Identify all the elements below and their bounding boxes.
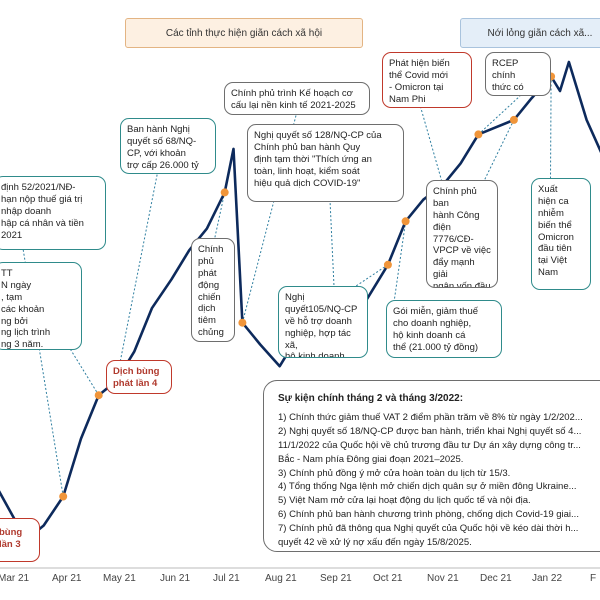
x-tick-label: Apr 21	[52, 573, 82, 584]
annotation-connector	[478, 95, 521, 135]
key-event-item: 3) Chính phủ đồng ý mở cửa hoàn toàn du …	[278, 467, 511, 479]
event-marker	[509, 115, 518, 124]
key-event-item: 11/1/2022 của Quốc hội về chủ trương đầu…	[278, 439, 581, 451]
wave-3-outbreak-label: bùng lần 3	[0, 518, 40, 562]
annotation-decree-52: định 52/2021/NĐ- hạn nộp thuế giá trị nh…	[0, 176, 106, 250]
annotation-tax-relief-package: Gói miễn, giảm thuế cho doanh nghiệp, hộ…	[386, 300, 502, 358]
event-marker	[474, 130, 483, 139]
wave-4-outbreak-label: Dịch bùng phát lần 4	[106, 360, 172, 394]
annotation-vaccination-campaign: Chính phủ phát động chiến dịch tiêm chủn…	[191, 238, 235, 342]
x-tick-label: Jul 21	[213, 573, 240, 584]
event-marker	[94, 391, 103, 400]
annotation-dispatch-7776: Chính phủ ban hành Công điện 7776/CĐ- VP…	[426, 180, 498, 288]
key-event-item: 1) Chính thức giảm thuế VAT 2 điểm phần …	[278, 412, 583, 423]
easing-band: Nới lỏng giãn cách xã...	[460, 18, 600, 48]
key-event-item: quyết 42 về xử lý nợ xấu đến ngày 15/8/2…	[278, 536, 472, 548]
key-event-item: 4) Tổng thống Nga lệnh mở chiến dịch quâ…	[278, 481, 577, 493]
x-tick-label: Mar 21	[0, 573, 30, 584]
key-event-item: 6) Chính phủ ban hành chương trình phòng…	[278, 509, 579, 521]
key-event-item: 7) Chính phủ đã thông qua Nghị quyết của…	[278, 523, 579, 534]
x-tick-label: Jun 21	[160, 573, 191, 584]
annotation-rcep: RCEP chính thức có hiệu lực	[485, 52, 551, 96]
key-events-title: Sự kiện chính tháng 2 và tháng 3/2022:	[278, 393, 464, 404]
annotation-connector	[115, 159, 161, 381]
annotation-omicron-discovery: Phát hiện biến thể Covid mới - Omicron t…	[382, 52, 472, 108]
x-tick-label: Jan 22	[532, 573, 563, 584]
x-tick-label: Dec 21	[480, 573, 512, 584]
x-tick-label: May 21	[103, 573, 136, 584]
x-tick-label: Oct 21	[373, 573, 403, 584]
annotation-tax-deferral: TT N ngày , tạm các khoản ng bởi ng lịch…	[0, 262, 82, 350]
key-event-item: 2) Nghị quyết số 18/NQ-CP được ban hành,…	[278, 425, 582, 437]
event-marker	[401, 217, 410, 226]
annotation-omicron-vietnam: Xuất hiện ca nhiễm biến thể Omicron đầu …	[531, 178, 591, 290]
annotation-connector	[329, 199, 336, 302]
social-distancing-label: Các tỉnh thực hiện giãn cách xã hội	[165, 27, 323, 39]
key-event-item: 5) Việt Nam mở cửa lại hoạt động du lịch…	[278, 495, 531, 507]
annotation-resolution-128: Nghị quyết số 128/NQ-CP của Chính phủ ba…	[247, 124, 404, 202]
annotation-connector	[459, 119, 515, 231]
wave-3-line-2: lần 3	[0, 538, 21, 550]
key-events-list: 1) Chính thức giảm thuế VAT 2 điểm phần …	[278, 412, 600, 549]
event-marker	[220, 188, 229, 197]
x-tick-label: Nov 21	[427, 573, 459, 584]
wave-4-line-2: phát lần 4	[113, 377, 158, 389]
wave-3-line-1: bùng	[0, 527, 23, 538]
annotation-restructuring-plan: Chính phủ trình Kế hoạch cơ cấu lại nền …	[224, 82, 370, 115]
annotation-connector	[419, 104, 444, 186]
annotation-resolution-68: Ban hành Nghị quyết số 68/NQ- CP, với kh…	[120, 118, 216, 174]
event-marker	[383, 260, 392, 269]
social-distancing-band: Các tỉnh thực hiện giãn cách xã hội	[125, 18, 363, 48]
x-tick-label: Aug 21	[265, 573, 297, 584]
event-marker	[238, 318, 247, 327]
key-events-box: Sự kiện chính tháng 2 và tháng 3/2022: 1…	[263, 380, 600, 552]
annotation-resolution-105: Nghị quyết105/NQ-CP về hỗ trợ doanh nghi…	[278, 286, 368, 358]
x-tick-label: Sep 21	[320, 573, 352, 584]
key-event-item: Bắc - Nam phía Đông giai đoạn 2021–2025.	[278, 453, 464, 465]
wave-4-line-1: Dịch bùng	[113, 366, 160, 377]
easing-label: Nới lỏng giãn cách xã...	[487, 27, 593, 39]
x-tick-label: F	[590, 573, 597, 584]
event-marker	[59, 492, 68, 501]
